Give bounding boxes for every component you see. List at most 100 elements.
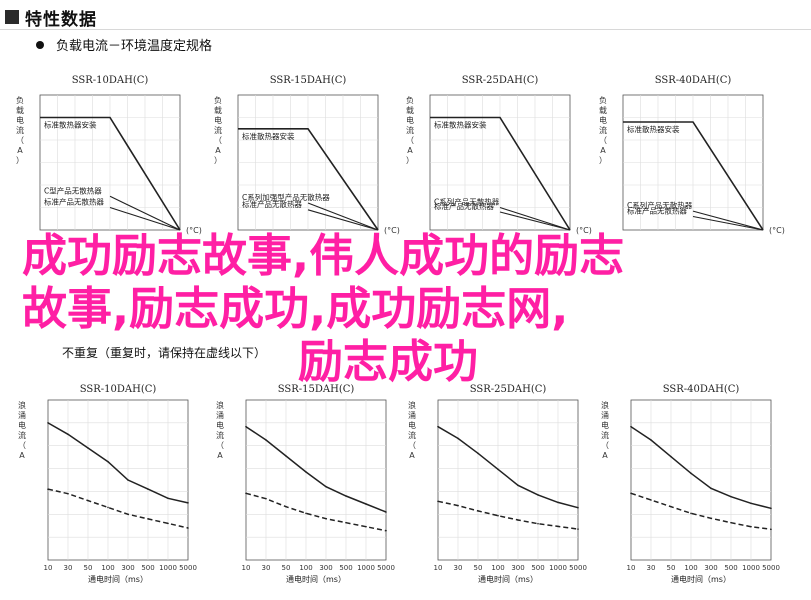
series-line [238,128,379,231]
data-point [770,507,772,510]
y-axis-label-char: 电 [216,420,224,430]
data-point [47,422,49,424]
data-point [537,494,539,496]
series-line [692,215,764,231]
data-point [385,511,387,513]
y-axis-label-char: 负 [406,95,414,105]
y-axis-label-char: 载 [16,105,24,115]
overlay-text-line3: 励志成功 [298,335,479,388]
data-point [497,468,499,471]
x-axis-label: (°C) [384,226,400,235]
overlay-text-line1: 成功励志故事,伟人成功的励志 [22,229,625,282]
data-point [47,488,49,490]
x-tick-label: 5000 [569,564,587,572]
x-tick-label: 10 [44,564,53,572]
x-tick-label: 100 [491,564,504,572]
y-axis-label-char: 载 [406,105,414,115]
data-point [710,487,712,490]
y-axis-label-char: 涌 [18,410,26,420]
data-point [285,505,287,508]
series-line [109,195,181,231]
square-icon [5,10,19,24]
x-tick-label: 50 [282,564,291,572]
x-tick-label: 500 [141,564,154,572]
x-tick-label: 1000 [549,564,567,572]
y-axis-label-char: 浪 [18,400,26,410]
y-axis-label-char: 涌 [601,410,609,420]
chart-title: SSR-10DAH(C) [72,75,149,86]
chart-title: SSR-10DAH(C) [80,384,157,395]
y-axis-label-char: A [217,451,223,460]
series-label: 标准散热器安装 [434,120,487,130]
series-label: 标准产品无散热器 [434,201,494,211]
x-tick-label: 300 [319,564,332,572]
y-axis-label-char: 电 [406,115,414,125]
data-point [245,492,247,495]
x-axis-label: 通电时间（ms） [286,574,346,584]
x-tick-label: 1000 [742,564,760,572]
series-label: C型产品无散热器 [44,185,102,195]
y-axis-label-char: 电 [408,420,416,430]
plot-frame [437,399,579,561]
y-axis-label-char: （ [406,136,414,145]
data-point [750,525,752,528]
data-point [750,502,752,505]
y-axis-label-char: 负 [214,95,222,105]
series-line [630,426,772,510]
data-point [457,437,459,440]
series-line [623,121,764,231]
x-tick-label: 10 [627,564,636,572]
y-axis-label-char: A [600,146,606,155]
data-point [577,506,579,509]
y-axis-label-char: A [19,451,25,460]
series-line [245,492,387,532]
series-line [245,426,387,513]
y-axis-label-char: 流 [216,430,224,440]
x-tick-label: 300 [704,564,717,572]
data-point [87,499,89,502]
data-point [730,495,732,498]
x-tick-label: 100 [101,564,114,572]
series-line [692,210,764,231]
y-axis-label-char: 浪 [216,400,224,410]
y-axis-label-char: A [17,146,23,155]
series-line [307,209,379,231]
data-point [577,528,579,530]
x-tick-label: 10 [242,564,251,572]
x-axis-label: (°C) [769,226,785,235]
x-tick-label: 500 [339,564,352,572]
x-tick-label: 500 [531,564,544,572]
series-label: 标准散热器安装 [44,120,97,130]
y-axis-label-char: 电 [599,115,607,125]
y-axis-label-char: （ [214,136,222,145]
x-tick-label: 50 [84,564,93,572]
data-point [670,505,672,508]
data-point [630,425,632,428]
x-axis-label: (°C) [576,226,592,235]
y-axis-label-char: 涌 [216,410,224,420]
y-axis-label-char: （ [599,136,607,145]
series-line [437,426,579,509]
y-axis-label-char: （ [216,441,224,450]
series-line [307,202,379,231]
data-point [437,425,439,428]
series-label: 标准散热器安装 [242,131,295,141]
series-line [109,206,181,231]
x-tick-label: 5000 [179,564,197,572]
data-point [245,425,247,428]
data-point [770,528,772,531]
series-label: C系列产品无散热器 [627,200,693,210]
data-point [305,512,307,515]
data-point [265,497,267,500]
y-axis-label-char: 流 [599,125,607,135]
page-header: 特性数据 [5,4,97,30]
data-point [147,488,149,490]
y-axis-label-char: （ [18,441,26,450]
data-point [365,525,367,528]
series-label: C系列加强型产品无散热器 [242,192,330,202]
y-axis-label-char: （ [16,136,24,145]
data-point [127,513,129,516]
y-axis-label-char: （ [408,441,416,450]
y-axis-label-char: 浪 [408,400,416,410]
x-axis-label: 通电时间（ms） [671,574,731,584]
